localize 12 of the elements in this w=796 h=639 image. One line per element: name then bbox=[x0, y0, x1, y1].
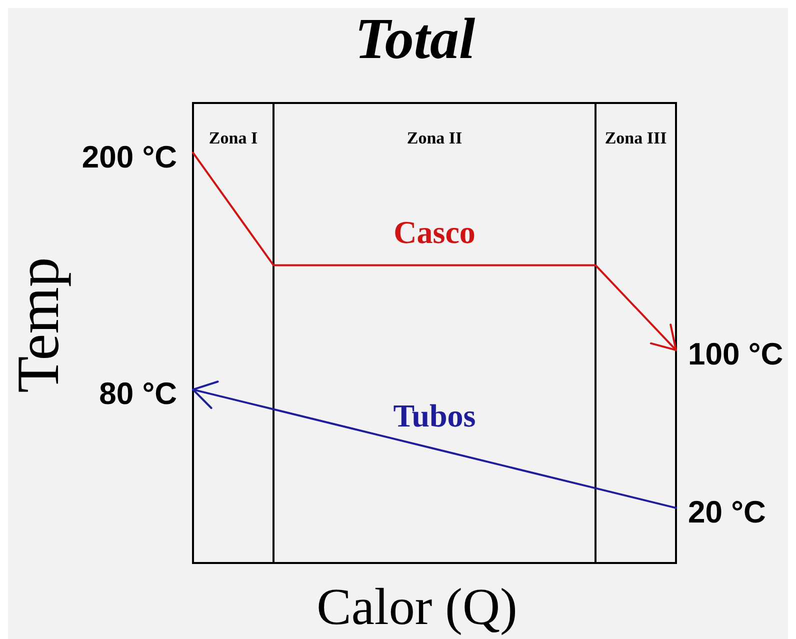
y-axis-title: Temp bbox=[5, 257, 71, 393]
data-label: 20 °C bbox=[688, 494, 766, 530]
series-label: Tubos bbox=[393, 398, 476, 434]
chart-title: Total bbox=[354, 6, 476, 71]
text: Zona III bbox=[604, 128, 668, 148]
x-axis-title: Calor (Q) bbox=[316, 579, 518, 636]
text: Zona I bbox=[208, 128, 258, 148]
data-label: 200 °C bbox=[82, 139, 177, 174]
series-label: Casco bbox=[394, 214, 476, 250]
data-label: 80 °C bbox=[99, 376, 177, 412]
data-label: 100 °C bbox=[688, 336, 784, 372]
text: Zona II bbox=[406, 128, 463, 148]
